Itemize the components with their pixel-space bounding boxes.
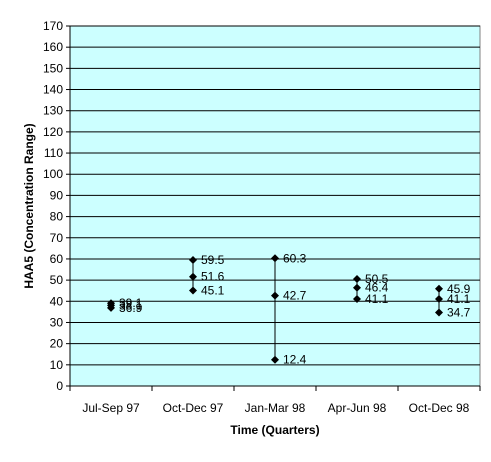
data-label: 39.1 bbox=[119, 296, 143, 310]
y-axis-ticks: 0 10 20 30 40 50 60 70 80 90 100 110 120 130 140 150 160… bbox=[43, 19, 70, 393]
data-label: 12.4 bbox=[283, 353, 307, 367]
data-point-marker bbox=[353, 283, 361, 292]
data-label: 59.5 bbox=[201, 253, 225, 267]
data-point-marker bbox=[189, 272, 197, 281]
data-label: 36.9 bbox=[119, 301, 143, 315]
x-tick-label: Oct-Dec 97 bbox=[163, 401, 224, 415]
y-tick-label: 100 bbox=[43, 167, 63, 181]
data-point-marker bbox=[271, 355, 279, 364]
data-point-marker bbox=[189, 286, 197, 295]
data-label: 41.1 bbox=[365, 292, 389, 306]
axes bbox=[69, 26, 480, 387]
y-tick-label: 140 bbox=[43, 83, 63, 97]
y-tick-label: 110 bbox=[44, 146, 63, 160]
y-tick-label: 80 bbox=[50, 210, 64, 224]
data-point-marker bbox=[271, 291, 279, 300]
data-label: 51.6 bbox=[201, 270, 225, 284]
y-tick-label: 170 bbox=[43, 19, 63, 33]
y-tick-label: 30 bbox=[50, 315, 64, 329]
data-label: 60.3 bbox=[283, 251, 307, 265]
y-tick-label: 90 bbox=[50, 188, 64, 202]
data-point-marker bbox=[435, 284, 443, 293]
x-tick-label: Oct-Dec 98 bbox=[409, 401, 470, 415]
data-point-marker bbox=[107, 303, 115, 312]
data-label: 45.9 bbox=[447, 282, 471, 296]
y-tick-label: 0 bbox=[56, 379, 63, 393]
y-tick-label: 160 bbox=[43, 40, 63, 54]
data-label: 42.7 bbox=[283, 289, 307, 303]
data-label: 45.1 bbox=[201, 283, 225, 297]
y-tick-label: 20 bbox=[50, 337, 64, 351]
y-tick-label: 70 bbox=[50, 231, 64, 245]
grid-lines bbox=[70, 25, 480, 366]
x-axis-title: Time (Quarters) bbox=[230, 423, 319, 437]
y-tick-label: 40 bbox=[50, 294, 64, 308]
y-tick-label: 60 bbox=[50, 252, 64, 266]
data-labels: 39.138.136.9 59.5 51.645.1 60.3 42.7 12.4 50.5… bbox=[119, 251, 471, 366]
data-point-marker bbox=[189, 256, 197, 264]
y-tick-label: 150 bbox=[43, 61, 63, 75]
x-tick-label: Apr-Jun 98 bbox=[328, 401, 387, 415]
y-tick-label: 10 bbox=[50, 358, 64, 372]
x-tick-label: Jul-Sep 97 bbox=[82, 401, 140, 415]
data-markers bbox=[107, 254, 443, 364]
data-label: 46.4 bbox=[365, 281, 389, 295]
data-point-marker bbox=[353, 294, 361, 303]
x-axis-ticks: Jul-Sep 97 Oct-Dec 97 Jan-Mar 98 Apr-Jun 98… bbox=[69, 386, 481, 415]
data-label: 41.1 bbox=[447, 292, 471, 306]
data-label: 38.1 bbox=[119, 298, 143, 312]
data-point-marker bbox=[271, 254, 279, 263]
x-tick-label: Jan-Mar 98 bbox=[245, 401, 306, 415]
y-tick-label: 120 bbox=[43, 125, 63, 139]
data-point-marker bbox=[435, 294, 443, 303]
y-axis-title: HAA5 (Concentration Range) bbox=[22, 123, 36, 288]
y-tick-label: 50 bbox=[50, 273, 64, 287]
data-label: 34.7 bbox=[447, 306, 471, 320]
data-point-marker bbox=[353, 275, 361, 284]
y-tick-label: 130 bbox=[43, 104, 63, 118]
data-point-marker bbox=[435, 308, 443, 317]
data-label: 50.5 bbox=[365, 272, 389, 286]
